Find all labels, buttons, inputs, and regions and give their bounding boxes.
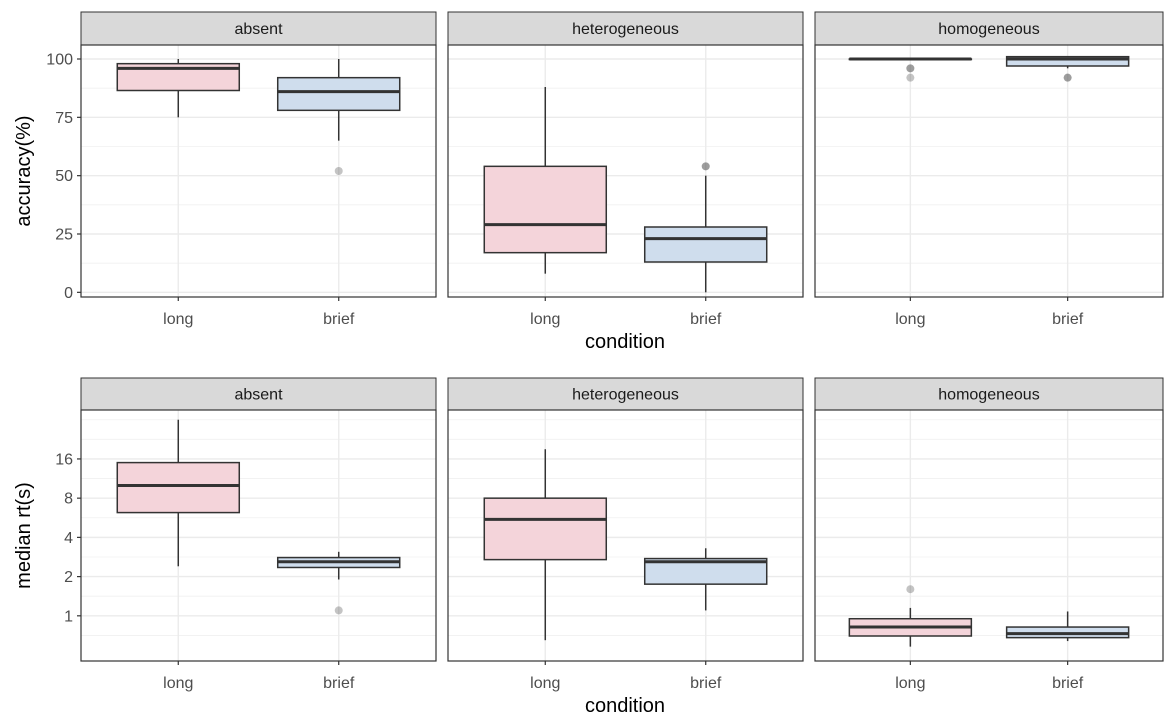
y-axis-title: accuracy(%) xyxy=(13,115,35,226)
x-axis-title: condition xyxy=(585,695,665,716)
x-tick-label: brief xyxy=(1052,675,1084,692)
outlier-point xyxy=(701,162,710,171)
box-long xyxy=(483,449,608,641)
box-iqr xyxy=(643,226,768,263)
facet-strip-label: homogeneous xyxy=(938,21,1039,38)
facet-strip xyxy=(814,11,1164,46)
y-tick-label: 4 xyxy=(64,530,73,547)
panel-border xyxy=(80,409,437,662)
panel-border xyxy=(814,409,1164,662)
box-brief xyxy=(276,551,401,615)
x-tick-label: long xyxy=(895,675,925,692)
x-tick-label: brief xyxy=(690,675,722,692)
y-axis-title: median rt(s) xyxy=(13,482,35,589)
outlier-point xyxy=(906,73,915,82)
x-tick-label: long xyxy=(163,675,193,692)
y-tick-label: 0 xyxy=(64,285,73,302)
facet-strip-label: absent xyxy=(234,387,283,404)
box-iqr xyxy=(276,76,401,112)
outlier-point xyxy=(906,585,915,594)
x-tick-label: brief xyxy=(1052,311,1084,328)
panel-border xyxy=(447,409,804,662)
x-tick-label: brief xyxy=(323,311,355,328)
box-long xyxy=(116,419,241,567)
outlier-point xyxy=(906,64,915,73)
facet-strip xyxy=(80,377,437,411)
box-long xyxy=(848,57,973,82)
panel-border xyxy=(814,44,1164,298)
panel-background xyxy=(81,410,436,661)
y-tick-label: 2 xyxy=(64,569,73,586)
box-iqr xyxy=(483,165,608,254)
facet-panel-homogeneous: homogeneous long brief xyxy=(814,377,1164,692)
facet-panel-absent: absent long brief 1 2 4 8 16 xyxy=(55,377,437,692)
facet-strip xyxy=(447,11,804,46)
outlier-point xyxy=(1063,73,1072,82)
x-axis-title: condition xyxy=(585,331,665,353)
box-brief xyxy=(1005,55,1130,82)
y-tick-label: 16 xyxy=(55,451,73,468)
facet-strip xyxy=(814,377,1164,411)
y-tick-label: 50 xyxy=(55,168,73,185)
outlier-point xyxy=(334,167,343,175)
box-long xyxy=(116,59,241,118)
facet-strip-label: homogeneous xyxy=(938,387,1039,404)
outlier-point xyxy=(1063,73,1072,82)
x-tick-label: brief xyxy=(690,311,722,328)
facet-panel-absent: absent long brief 0 25 50 75 100 xyxy=(46,11,437,328)
panel-border xyxy=(80,44,437,298)
box-iqr xyxy=(483,497,608,561)
y-tick-label: 8 xyxy=(64,491,73,508)
outlier-point xyxy=(701,162,710,171)
box-iqr xyxy=(116,461,241,514)
outlier-point xyxy=(906,64,915,73)
y-tick-label: 1 xyxy=(64,608,73,625)
x-tick-label: long xyxy=(895,311,925,328)
box-brief xyxy=(643,548,768,611)
y-tick-label: 75 xyxy=(55,110,73,127)
panel-border xyxy=(447,44,804,298)
facet-panel-heterogeneous: heterogeneous long brief xyxy=(447,11,804,328)
box-brief xyxy=(643,162,768,293)
y-tick-label: 25 xyxy=(55,227,73,244)
box-long xyxy=(483,87,608,274)
x-tick-label: brief xyxy=(323,675,355,692)
box-iqr xyxy=(1005,55,1130,67)
facet-panel-heterogeneous: heterogeneous long brief xyxy=(447,377,804,692)
box-long xyxy=(848,585,973,647)
facet-strip-label: absent xyxy=(234,21,283,38)
x-tick-label: long xyxy=(163,311,193,328)
x-tick-label: long xyxy=(530,675,560,692)
panel-background xyxy=(815,45,1163,297)
facet-strip xyxy=(80,11,437,46)
facet-panel-homogeneous: homogeneous long brief xyxy=(814,11,1164,328)
x-tick-label: long xyxy=(530,311,560,328)
facet-strip-label: heterogeneous xyxy=(572,21,679,38)
y-tick-label: 100 xyxy=(46,52,73,69)
facet-strip-label: heterogeneous xyxy=(572,387,679,404)
facet-strip xyxy=(447,377,804,411)
box-brief xyxy=(1005,611,1130,642)
outlier-point xyxy=(334,606,343,615)
box-brief xyxy=(276,59,401,175)
